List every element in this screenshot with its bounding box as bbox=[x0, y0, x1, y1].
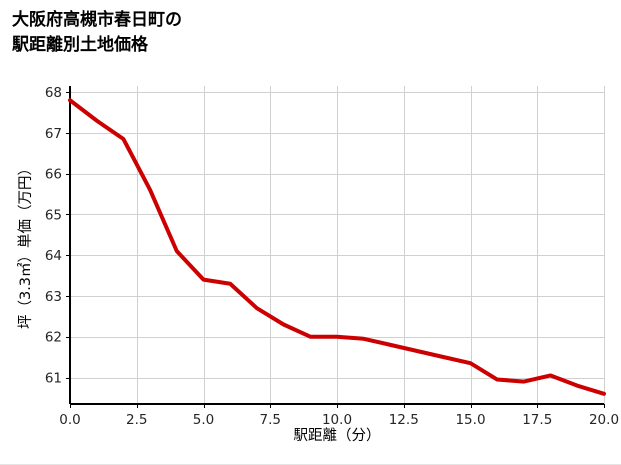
data-series-group bbox=[68, 98, 606, 396]
chart-title: 大阪府高槻市春日町の 駅距離別土地価格 bbox=[12, 10, 182, 54]
y-tick-label: 63 bbox=[45, 289, 62, 305]
y-tick-labels-group: 61 62 63 64 65 66 67 68 bbox=[45, 85, 62, 386]
gridlines-group bbox=[69, 86, 606, 404]
y-axis-label: 坪（3.3㎡）単価（万円） bbox=[17, 161, 34, 329]
x-tick-label: 5.0 bbox=[193, 412, 214, 428]
x-tick-label: 10.0 bbox=[322, 412, 352, 428]
x-tick-label: 7.5 bbox=[260, 412, 281, 428]
y-tick-label: 62 bbox=[45, 330, 62, 346]
x-tick-label: 17.5 bbox=[522, 412, 552, 428]
y-tick-label: 66 bbox=[45, 167, 62, 183]
x-tick-label: 0.0 bbox=[59, 412, 80, 428]
y-tick-label: 64 bbox=[45, 248, 62, 264]
x-tick-label: 20.0 bbox=[589, 412, 619, 428]
y-tick-label: 61 bbox=[45, 371, 62, 387]
x-tick-label: 15.0 bbox=[455, 412, 485, 428]
y-tick-label: 67 bbox=[45, 126, 62, 142]
x-tick-label: 2.5 bbox=[126, 412, 147, 428]
axis-spines-group bbox=[68, 86, 604, 406]
y-tick-label: 65 bbox=[45, 207, 62, 223]
tickmarks-group bbox=[66, 91, 606, 408]
x-tick-label: 12.5 bbox=[389, 412, 419, 428]
y-tick-label: 68 bbox=[45, 85, 62, 101]
x-tick-labels-group: 0.0 2.5 5.0 7.5 10.0 12.5 15.0 17.5 20.0 bbox=[59, 412, 619, 428]
series-line-0 bbox=[68, 98, 606, 396]
x-axis-label: 駅距離（分） bbox=[294, 426, 381, 444]
